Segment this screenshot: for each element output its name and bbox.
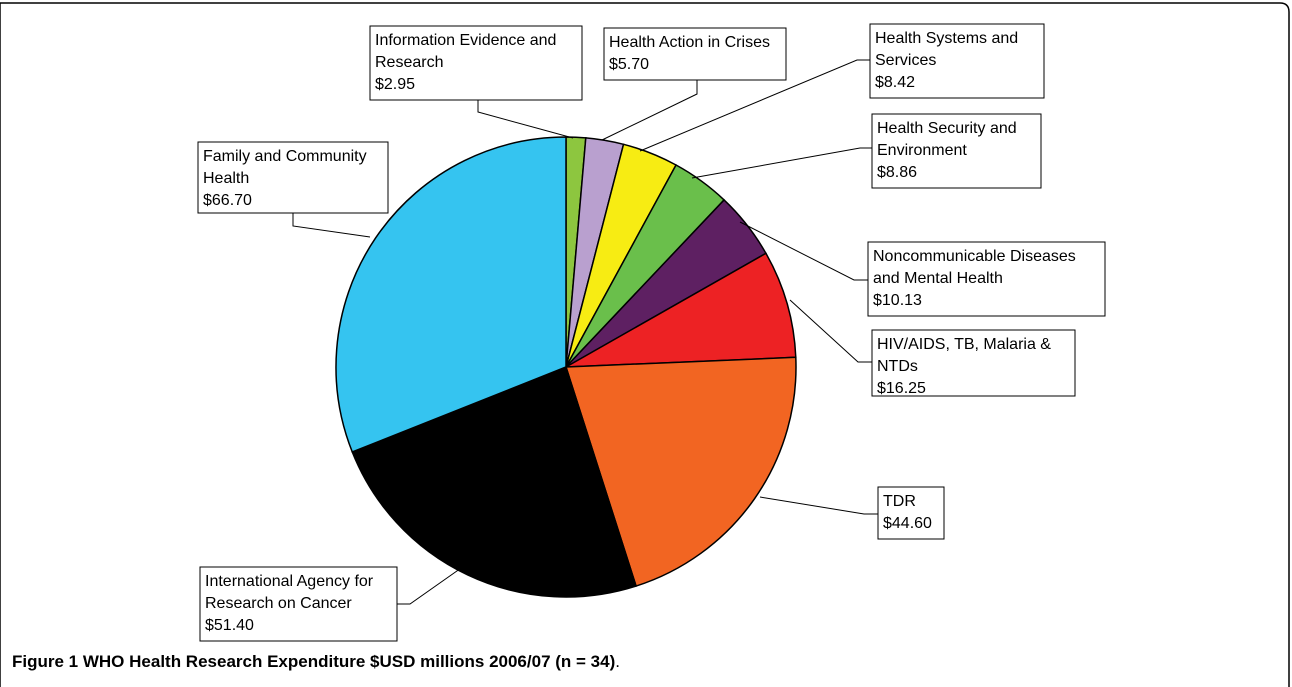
leader-line-8 bbox=[292, 213, 371, 238]
slice-label-5: HIV/AIDS, TB, Malaria & NTDs $16.25 bbox=[789, 299, 1076, 397]
slice-label-0: Information Evidence and Research $2.95 bbox=[369, 25, 583, 139]
label-box-5 bbox=[871, 329, 1076, 397]
figure-label: Figure 1 bbox=[12, 652, 79, 671]
slice-name-text: Research on Cancer bbox=[205, 595, 352, 612]
slice-name-text: Noncommunicable Diseases bbox=[873, 248, 1076, 265]
leader-line-5 bbox=[789, 299, 872, 363]
slice-name-text: HIV/AIDS, TB, Malaria & bbox=[877, 336, 1051, 353]
label-box-6 bbox=[877, 486, 945, 540]
label-box-0 bbox=[369, 25, 583, 101]
slice-value-text: $51.40 bbox=[205, 617, 254, 634]
slice-value-text: $5.70 bbox=[609, 56, 649, 73]
slice-name-text: Family and Community bbox=[203, 148, 367, 165]
slice-name-text: Health Security and bbox=[877, 120, 1017, 137]
label-box-7 bbox=[199, 566, 398, 642]
slice-value-text: $2.95 bbox=[375, 76, 415, 93]
leader-line-7 bbox=[397, 565, 465, 605]
slice-name-text: Environment bbox=[877, 142, 967, 159]
pie-slice-5 bbox=[565, 252, 797, 368]
slice-value-text: $16.25 bbox=[877, 380, 926, 397]
slice-name-text: Health Systems and bbox=[875, 30, 1018, 47]
slice-label-4: Noncommunicable Diseases and Mental Healt… bbox=[739, 221, 1106, 317]
slice-value-text: $8.42 bbox=[875, 74, 915, 91]
slice-label-1: Health Action in Crises $5.70 bbox=[601, 27, 787, 141]
slice-name-text: International Agency for bbox=[205, 573, 374, 590]
slice-value-text: $44.60 bbox=[883, 515, 932, 532]
slice-name-text: Information Evidence and bbox=[375, 32, 556, 49]
slice-name-text: NTDs bbox=[877, 358, 918, 375]
pie-slices bbox=[335, 136, 797, 598]
figure-caption: Figure 1 WHO Health Research Expenditure… bbox=[12, 652, 620, 672]
label-box-3 bbox=[871, 113, 1042, 189]
leader-line-0 bbox=[477, 100, 574, 139]
slice-name-text: and Mental Health bbox=[873, 270, 1003, 287]
slice-name-text: TDR bbox=[883, 493, 916, 510]
label-box-2 bbox=[869, 23, 1045, 99]
slice-value-text: $10.13 bbox=[873, 292, 922, 309]
pie-slice-8 bbox=[335, 136, 567, 453]
slice-label-7: International Agency for Research on Canc… bbox=[199, 565, 465, 642]
slice-name-text: Health bbox=[203, 170, 249, 187]
slice-name-text: Research bbox=[375, 54, 443, 71]
leader-line-6 bbox=[759, 496, 878, 515]
slice-label-3: Health Security and Environment $8.86 bbox=[691, 113, 1042, 189]
leader-line-2 bbox=[639, 59, 870, 152]
slice-value-text: $66.70 bbox=[203, 192, 252, 209]
slice-label-8: Family and Community Health $66.70 bbox=[197, 141, 389, 238]
label-box-1 bbox=[603, 27, 787, 81]
leader-line-4 bbox=[739, 221, 868, 281]
leader-line-1 bbox=[601, 80, 698, 141]
leader-line-3 bbox=[691, 147, 872, 179]
label-box-4 bbox=[867, 241, 1106, 317]
caption-end: . bbox=[615, 652, 620, 671]
slice-label-2: Health Systems and Services $8.42 bbox=[639, 23, 1045, 152]
slice-name-text: Services bbox=[875, 52, 936, 69]
figure-title: WHO Health Research Expenditure $USD mil… bbox=[82, 652, 616, 671]
label-box-8 bbox=[197, 141, 389, 214]
slice-value-text: $8.86 bbox=[877, 164, 917, 181]
pie-slice-6 bbox=[564, 356, 797, 588]
slice-label-6: TDR $44.60 bbox=[759, 486, 945, 540]
slice-name-text: Health Action in Crises bbox=[609, 34, 770, 51]
